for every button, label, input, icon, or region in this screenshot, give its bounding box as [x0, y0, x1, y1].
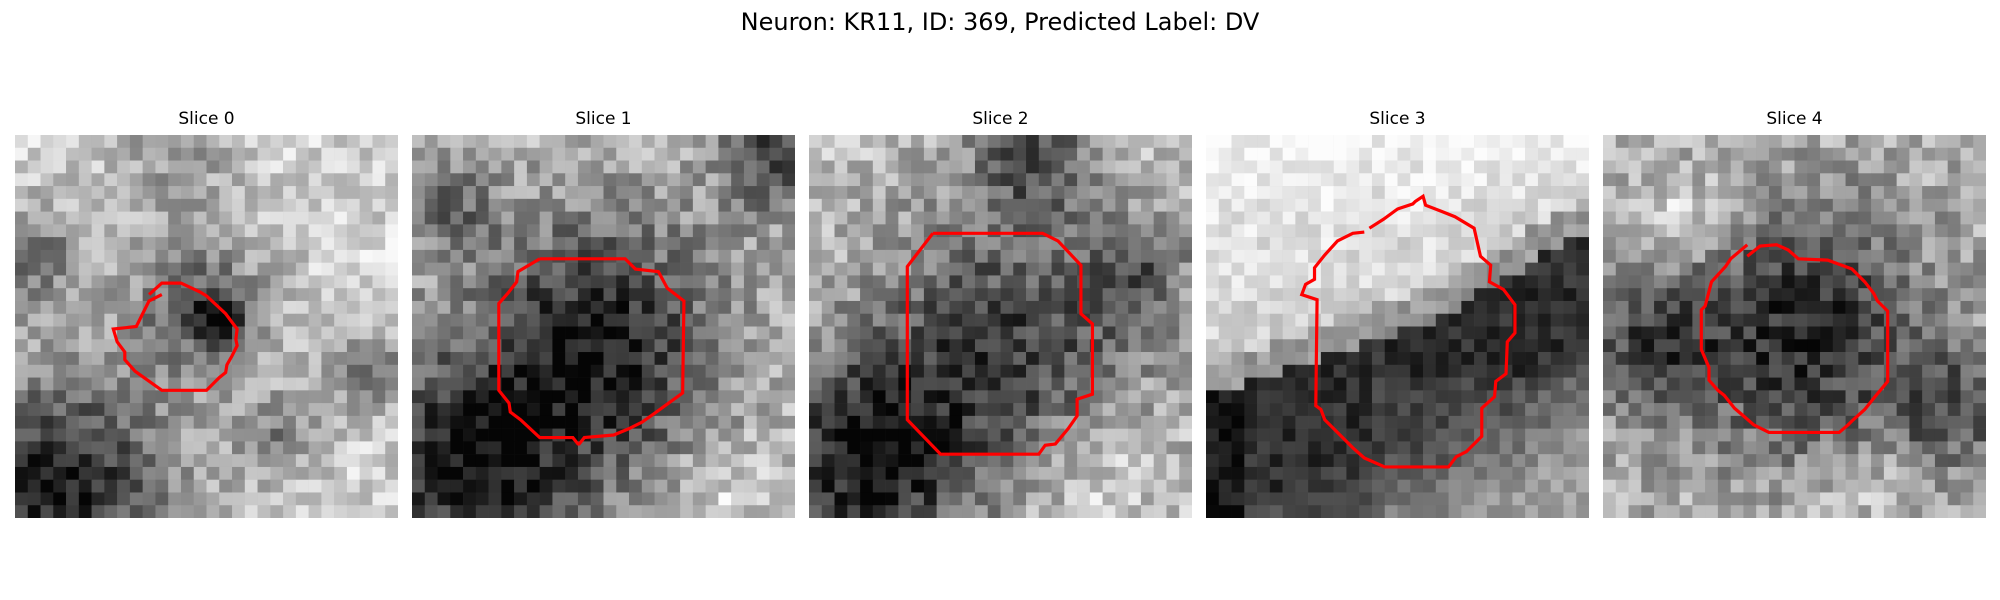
roi-contour-4: [1699, 243, 1890, 435]
slice-title-4: Slice 4: [1766, 109, 1823, 129]
slice-panel-4: Slice 4: [1603, 108, 1986, 518]
roi-contour-1: [497, 257, 686, 446]
figure-title: Neuron: KR11, ID: 369, Predicted Label: …: [740, 8, 1260, 36]
slice-image-2: [809, 135, 1192, 518]
slice-title-1: Slice 1: [575, 109, 632, 129]
slice-image-3: [1206, 135, 1589, 518]
pixel-grid-4: [1603, 135, 1986, 518]
slice-title-2: Slice 2: [972, 109, 1029, 129]
slice-panel-1: Slice 1: [412, 108, 795, 518]
slice-image-0: [15, 135, 398, 518]
slice-image-4: [1603, 135, 1986, 518]
pixel-grid-3: [1206, 135, 1589, 518]
roi-contour-3: [1299, 193, 1517, 469]
roi-contour-0: [111, 281, 239, 392]
roi-contour-2: [905, 231, 1095, 456]
pixel-grid-2: [809, 135, 1192, 518]
slice-image-1: [412, 135, 795, 518]
slice-title-0: Slice 0: [178, 109, 235, 129]
pixel-grid-0: [15, 135, 398, 518]
slice-panel-0: Slice 0: [15, 108, 398, 518]
slice-panel-3: Slice 3: [1206, 108, 1589, 518]
slice-panel-2: Slice 2: [809, 108, 1192, 518]
pixel-grid-1: [412, 135, 795, 518]
slice-title-3: Slice 3: [1369, 109, 1426, 129]
